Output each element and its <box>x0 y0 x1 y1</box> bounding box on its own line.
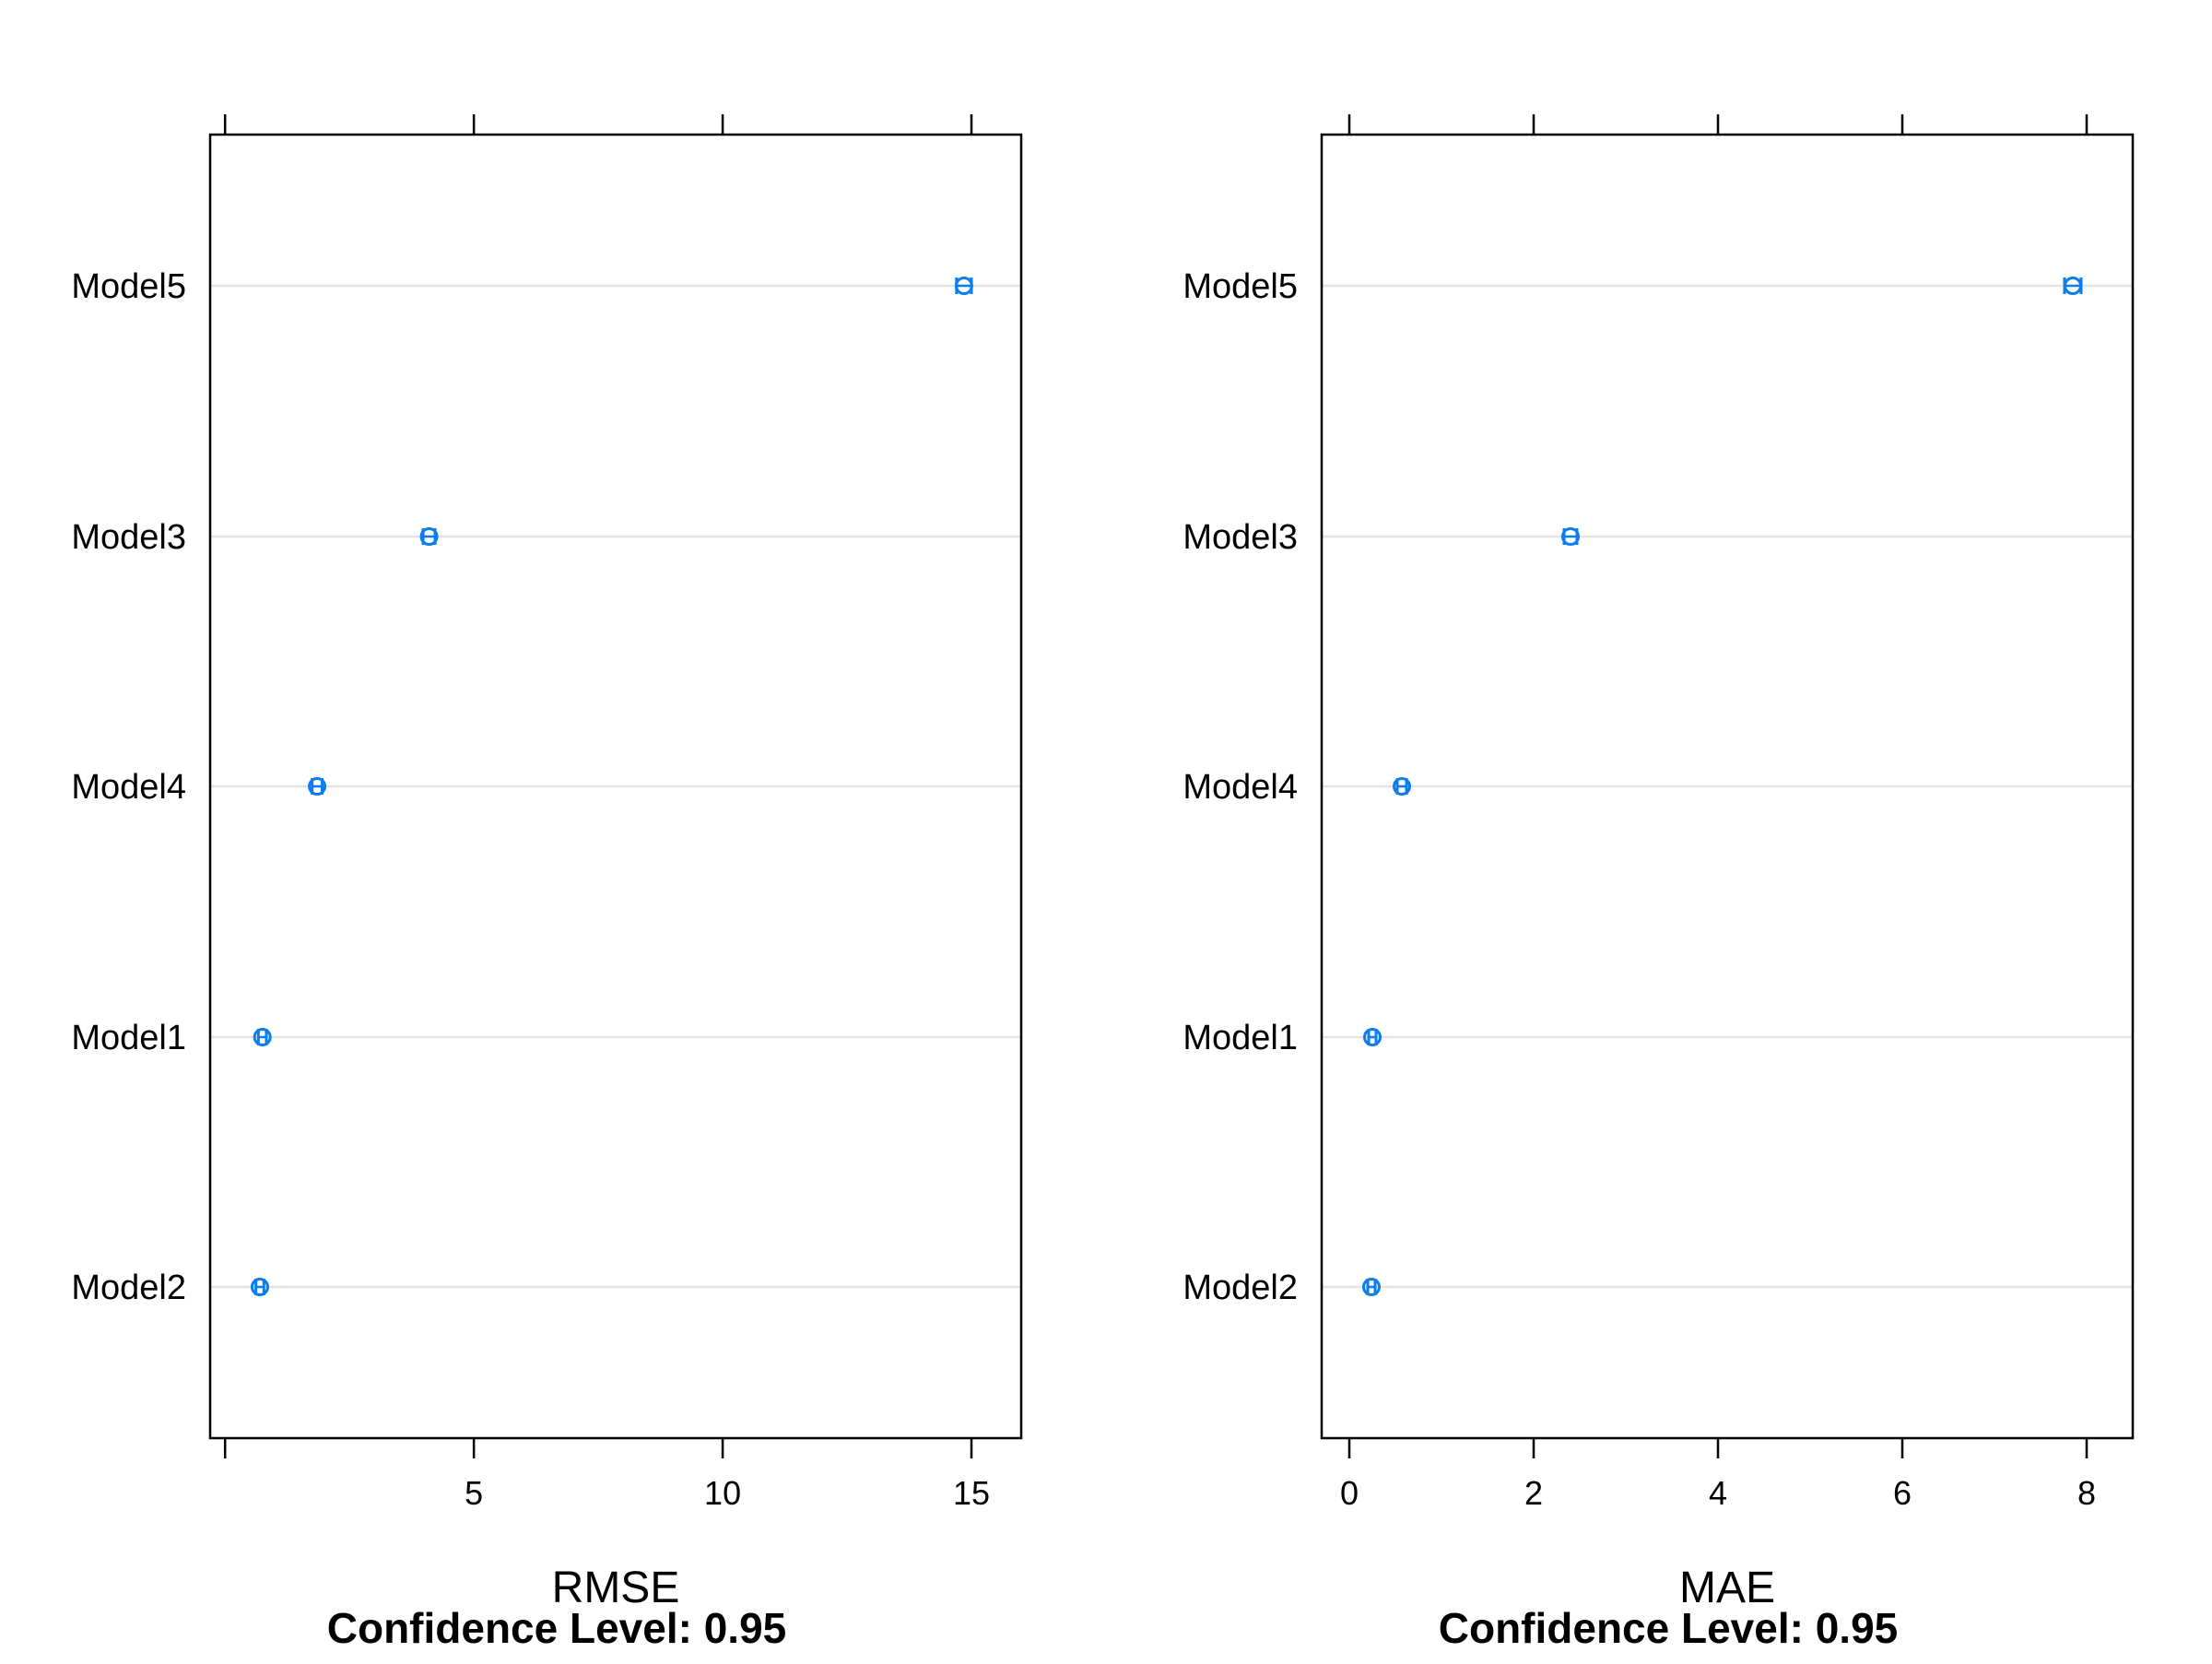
category-label: Model1 <box>71 1019 186 1057</box>
category-label: Model2 <box>71 1269 186 1307</box>
data-point <box>253 1028 272 1046</box>
x-axis-label: MAE <box>1679 1564 1775 1612</box>
data-point <box>1363 1028 1382 1046</box>
data-point <box>1561 527 1580 546</box>
data-point <box>308 777 327 796</box>
category-label: Model3 <box>71 518 186 557</box>
category-label: Model4 <box>1182 768 1298 807</box>
data-point <box>250 1278 269 1296</box>
category-label: Model1 <box>1182 1019 1298 1057</box>
category-label: Model2 <box>1182 1269 1298 1307</box>
category-label: Model5 <box>1182 267 1298 306</box>
data-point <box>2064 277 2082 295</box>
x-axis-label: RMSE <box>552 1564 680 1612</box>
confidence-caption: Confidence Level: 0.95 <box>327 1604 787 1652</box>
x-tick-label: 5 <box>465 1474 483 1512</box>
data-point <box>419 527 439 546</box>
confidence-caption: Confidence Level: 0.95 <box>1439 1604 1899 1652</box>
panel-border <box>1320 133 2135 1440</box>
category-label: Model5 <box>71 267 186 306</box>
x-tick-label: 0 <box>1340 1474 1359 1512</box>
data-point <box>954 277 973 295</box>
chart-panel-rmse: 5 10 15 Model5 Model3 Model4 Model1 Model2 RMSEC… <box>71 114 1023 1652</box>
chart-panel-mae: 0 2 4 6 8 Model5 Model3 Model4 Model1 Model2 MAECo… <box>1182 114 2135 1652</box>
category-label: Model4 <box>71 768 186 807</box>
x-tick-label: 10 <box>704 1474 741 1512</box>
data-point <box>1362 1278 1381 1296</box>
panel-border <box>208 133 1023 1440</box>
x-tick-label: 2 <box>1524 1474 1543 1512</box>
x-tick-label: 15 <box>953 1474 990 1512</box>
x-tick-label: 8 <box>2077 1474 2096 1512</box>
data-point <box>1393 777 1411 796</box>
x-tick-label: 6 <box>1893 1474 1912 1512</box>
category-label: Model3 <box>1182 518 1298 557</box>
x-tick-label: 4 <box>1709 1474 1727 1512</box>
